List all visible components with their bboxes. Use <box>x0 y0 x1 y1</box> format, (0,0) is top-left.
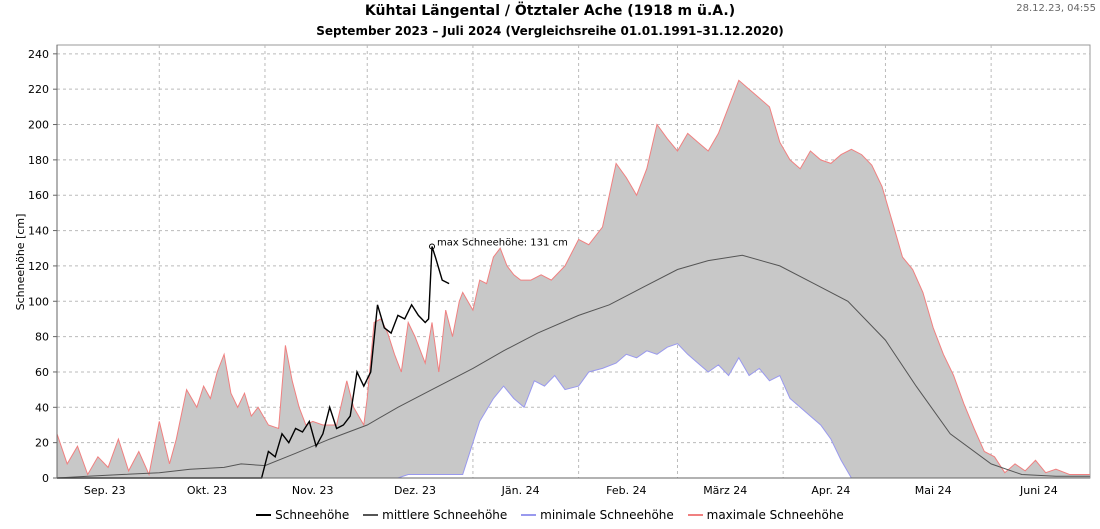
y-tick-label: 100 <box>28 295 49 308</box>
series-line-schneehoehe <box>57 246 450 479</box>
y-tick-label: 0 <box>42 472 49 485</box>
series-lines <box>56 79 1090 479</box>
x-tick-label: Apr. 24 <box>811 484 850 497</box>
y-tick-label: 120 <box>28 260 49 273</box>
x-tick-label: März 24 <box>703 484 747 497</box>
series-line-maximale <box>56 79 1090 477</box>
max-marker <box>429 243 436 250</box>
legend-item-mittlere: mittlere Schneehöhe <box>363 508 507 522</box>
series-line-minimale <box>57 343 1090 479</box>
legend-item-schneehoehe: Schneehöhe <box>256 508 349 522</box>
y-tick-label: 240 <box>28 48 49 61</box>
y-tick-label: 60 <box>35 366 49 379</box>
legend-label: mittlere Schneehöhe <box>382 508 508 522</box>
y-tick-label: 220 <box>28 83 49 96</box>
x-tick-label: Dez. 23 <box>394 484 436 497</box>
chart-title: Kühtai Längental / Ötztaler Ache (1918 m… <box>364 3 736 19</box>
x-tick-label: Juni 24 <box>1019 484 1058 497</box>
snow-depth-chart: 0 20 40 60 80 100 120 140 160 180 200 220 240 Sep. 23… <box>14 44 1091 497</box>
legend-swatch <box>363 513 379 516</box>
min-max-band <box>57 80 1090 479</box>
y-tick-label: 40 <box>35 401 49 414</box>
chart-subtitle: September 2023 – Juli 2024 (Vergleichsre… <box>316 24 784 38</box>
timestamp: 28.12.23, 04:55 <box>1016 3 1096 14</box>
legend-label: minimale Schneehöhe <box>540 508 674 522</box>
y-tick-label: 140 <box>28 225 49 238</box>
y-tick-label: 20 <box>35 437 49 450</box>
legend-item-minimale: minimale Schneehöhe <box>521 508 674 522</box>
x-tick-label: Jän. 24 <box>501 484 540 497</box>
legend: Schneehöhe mittlere Schneehöhe minimale … <box>0 508 1100 522</box>
x-tick-label: Nov. 23 <box>292 484 334 497</box>
y-tick-label: 80 <box>35 331 49 344</box>
legend-label: Schneehöhe <box>275 508 350 522</box>
y-axis-label: Schneehöhe [cm] <box>14 214 27 311</box>
x-tick-label: Sep. 23 <box>84 484 126 497</box>
legend-swatch <box>687 513 703 516</box>
series-line-mittlere <box>56 254 1090 479</box>
legend-label: maximale Schneehöhe <box>706 508 844 522</box>
legend-swatch <box>256 513 272 516</box>
x-tick-label: Okt. 23 <box>187 484 227 497</box>
x-tick-label: Feb. 24 <box>606 484 646 497</box>
legend-item-maximale: maximale Schneehöhe <box>687 508 844 522</box>
range-area <box>57 80 1090 479</box>
annotation-label: max Schneehöhe: 131 cm <box>437 237 568 248</box>
y-tick-label: 180 <box>28 154 49 167</box>
legend-swatch <box>521 513 537 516</box>
axes: 0 20 40 60 80 100 120 140 160 180 200 220 240 Sep. 23… <box>28 45 1090 497</box>
y-tick-label: 200 <box>28 119 49 132</box>
y-tick-label: 160 <box>28 189 49 202</box>
x-tick-label: Mai 24 <box>915 484 952 497</box>
annotation-group: max Schneehöhe: 131 cm <box>429 237 568 250</box>
